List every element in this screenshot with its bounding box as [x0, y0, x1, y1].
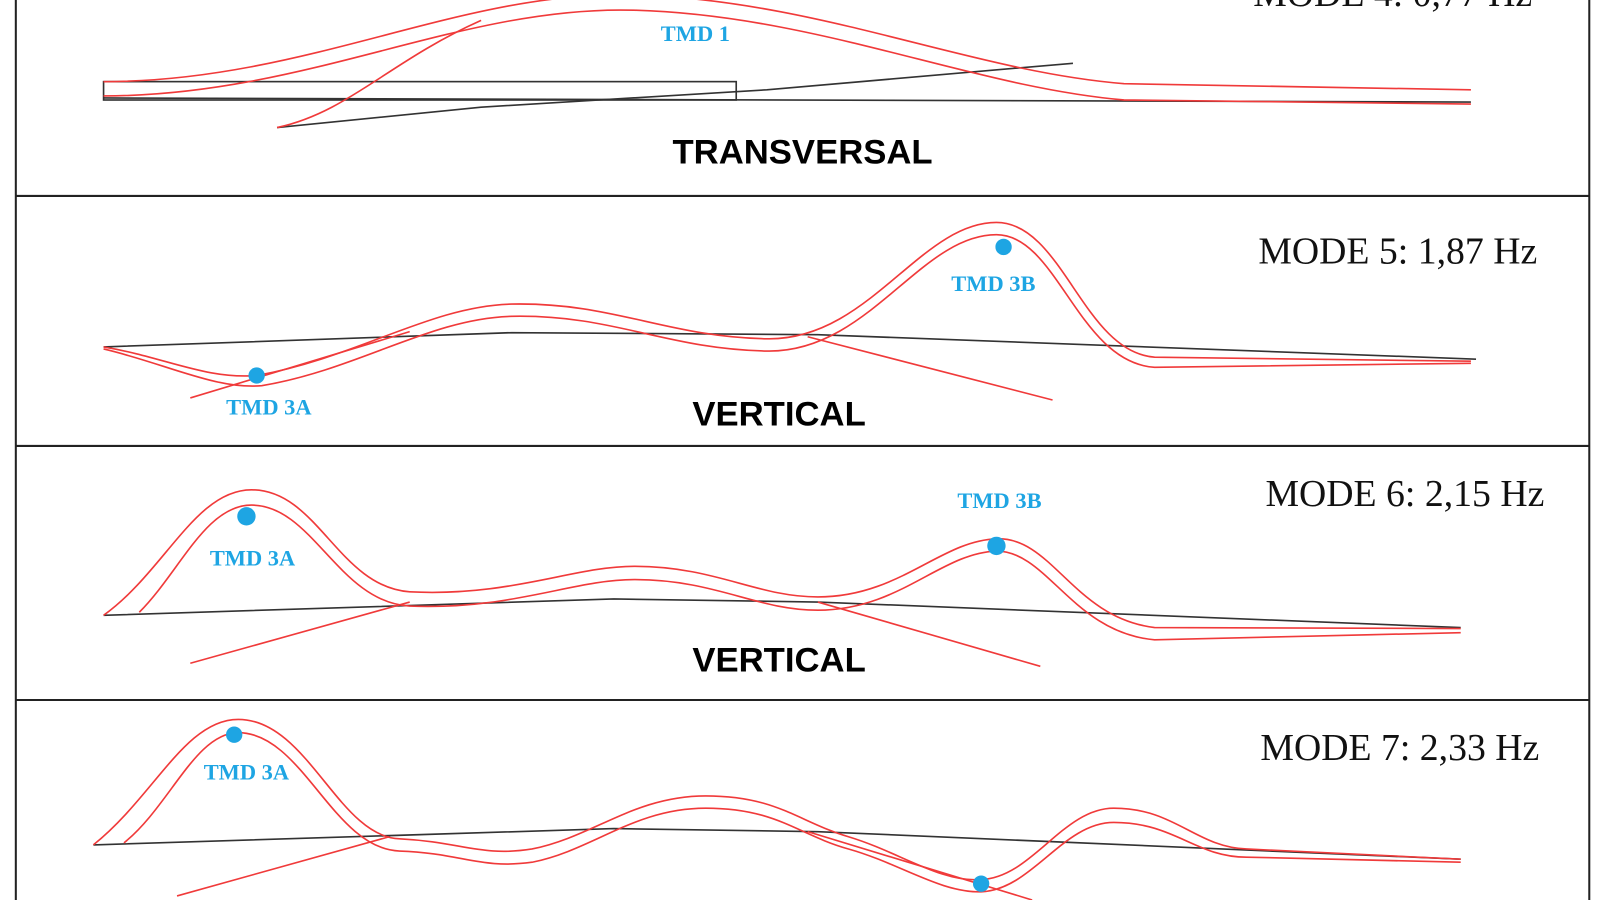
tmd-marker [226, 726, 243, 743]
mode-shape [103, 488, 1461, 668]
deck [103, 598, 1461, 629]
frame [14, 0, 1591, 900]
mode-label: MODE 5: 1,87 Hz [1258, 230, 1537, 272]
deformed-deck [103, 0, 1471, 91]
deformed-branch [276, 19, 482, 129]
tmd-label: TMD 3B [957, 488, 1041, 513]
tmd-label: TMD 3A [204, 760, 290, 785]
mode-label: MODE 6: 2,15 Hz [1265, 473, 1544, 515]
deformed-branch [190, 601, 1041, 668]
tmd-marker [972, 875, 990, 892]
tmd-label: TMD 1 [661, 21, 730, 46]
mode-shape [102, 0, 1471, 129]
deck-outline [102, 80, 738, 101]
deformed-deck [103, 488, 1461, 630]
tmd-label: TMD 3A [210, 545, 296, 570]
direction-label: TRANSVERSAL [672, 133, 932, 171]
deformed-deck [103, 233, 1471, 387]
mode-shape [103, 221, 1477, 401]
deformed-branch [190, 330, 1053, 401]
tmd-marker [237, 507, 256, 526]
deformed-deck [103, 9, 1471, 105]
mode-shape [92, 718, 1461, 900]
deformed-deck [123, 731, 1461, 893]
deck [103, 331, 1477, 360]
tmd-marker [248, 367, 265, 384]
direction-label: VERTICAL [692, 396, 865, 434]
deck [93, 827, 1461, 860]
mode-label: MODE 7: 2,33 Hz [1260, 727, 1539, 769]
deformed-deck [92, 718, 1461, 881]
tmd-marker [995, 238, 1012, 256]
tmd-marker [987, 536, 1006, 556]
direction-label: VERTICAL [692, 641, 865, 679]
mode-label: MODE 4: 0,77 Hz [1253, 0, 1532, 15]
deck-branch [276, 62, 1074, 129]
tmd-label: TMD 3A [226, 394, 312, 419]
tmd-label: TMD 3B [951, 271, 1035, 296]
deformed-branch [176, 830, 1033, 900]
